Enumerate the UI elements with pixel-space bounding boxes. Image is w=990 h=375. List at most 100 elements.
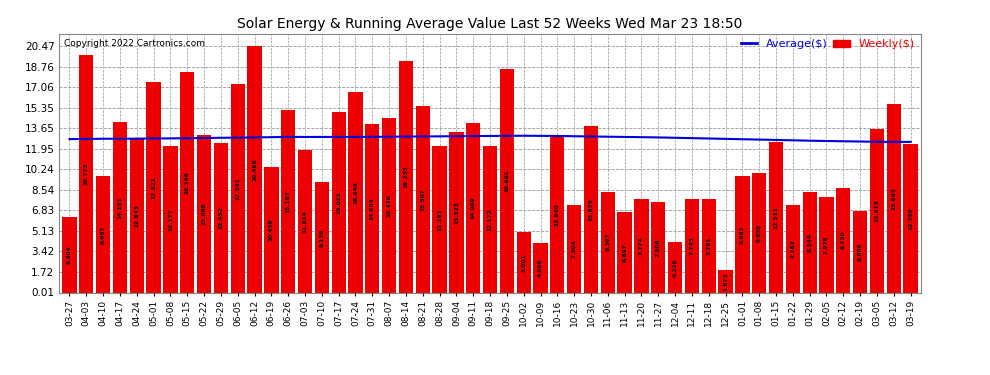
Text: 8.344: 8.344	[807, 233, 812, 252]
Text: 14.181: 14.181	[118, 196, 123, 219]
Bar	[248, 46, 261, 292]
Text: 12.511: 12.511	[773, 206, 778, 229]
Text: 4.226: 4.226	[672, 258, 677, 276]
Bar	[837, 188, 850, 292]
Text: 14.470: 14.470	[387, 194, 392, 217]
Text: 19.772: 19.772	[84, 162, 89, 185]
Bar	[281, 110, 295, 292]
Bar	[567, 205, 581, 292]
Bar	[180, 72, 194, 292]
Text: 5.001: 5.001	[521, 253, 527, 272]
Bar	[500, 69, 514, 292]
Bar	[348, 92, 362, 292]
Bar	[820, 196, 834, 292]
Text: 13.615: 13.615	[874, 199, 879, 222]
Bar	[382, 118, 396, 292]
Bar	[702, 199, 716, 292]
Text: 7.262: 7.262	[790, 240, 795, 258]
Text: 11.814: 11.814	[303, 210, 308, 233]
Text: 12.177: 12.177	[168, 208, 173, 231]
Bar	[618, 212, 632, 292]
Text: 16.646: 16.646	[353, 181, 358, 204]
Text: 9.159: 9.159	[320, 228, 325, 247]
Bar	[264, 167, 278, 292]
Bar	[517, 232, 531, 292]
Text: 10.459: 10.459	[269, 218, 274, 241]
Text: 12.359: 12.359	[908, 207, 913, 230]
Bar	[601, 192, 615, 292]
Text: 9.651: 9.651	[101, 225, 106, 244]
Text: 9.939: 9.939	[756, 224, 761, 242]
Text: 19.235: 19.235	[404, 165, 409, 188]
Bar	[853, 211, 867, 292]
Text: 15.187: 15.187	[286, 190, 291, 213]
Bar	[550, 137, 564, 292]
Text: 17.521: 17.521	[151, 176, 156, 199]
Bar	[466, 123, 480, 292]
Bar	[584, 126, 598, 292]
Bar	[668, 242, 682, 292]
Text: 7.791: 7.791	[706, 236, 711, 255]
Text: 7.506: 7.506	[655, 238, 660, 257]
Text: 13.323: 13.323	[453, 201, 459, 224]
Text: 13.088: 13.088	[202, 202, 207, 225]
Bar	[719, 270, 733, 292]
Text: 18.346: 18.346	[185, 171, 190, 194]
Bar	[332, 112, 346, 292]
Bar	[130, 138, 144, 292]
Text: 18.601: 18.601	[504, 169, 510, 192]
Text: 7.978: 7.978	[824, 235, 829, 254]
Text: 7.304: 7.304	[571, 239, 576, 258]
Text: 6.697: 6.697	[622, 243, 627, 262]
Text: 15.507: 15.507	[421, 188, 426, 211]
Text: 12.940: 12.940	[554, 203, 559, 226]
Bar	[433, 146, 446, 292]
Text: 15.022: 15.022	[337, 191, 342, 213]
Text: 12.452: 12.452	[219, 206, 224, 229]
Text: 1.873: 1.873	[723, 272, 728, 291]
Bar	[214, 143, 228, 292]
Bar	[786, 205, 800, 292]
Text: 7.743: 7.743	[689, 237, 694, 255]
Text: 6.806: 6.806	[857, 242, 862, 261]
Bar	[231, 84, 245, 292]
Text: 14.004: 14.004	[370, 197, 375, 220]
Legend: Average($), Weekly($): Average($), Weekly($)	[737, 35, 920, 54]
Bar	[399, 61, 413, 292]
Bar	[635, 199, 648, 292]
Text: 20.468: 20.468	[252, 158, 257, 181]
Bar	[113, 122, 127, 292]
Text: 12.172: 12.172	[487, 208, 493, 231]
Bar	[534, 243, 547, 292]
Bar	[79, 54, 93, 292]
Bar	[769, 142, 783, 292]
Text: 12.191: 12.191	[437, 208, 443, 231]
Bar	[298, 150, 312, 292]
Bar	[752, 173, 766, 292]
Bar	[163, 146, 177, 292]
Bar	[315, 182, 329, 292]
Text: 8.720: 8.720	[841, 231, 845, 249]
Bar	[449, 132, 463, 292]
Bar	[736, 176, 749, 292]
Bar	[483, 146, 497, 292]
Text: 6.304: 6.304	[67, 245, 72, 264]
Text: 12.843: 12.843	[135, 204, 140, 227]
Bar	[96, 176, 110, 292]
Title: Solar Energy & Running Average Value Last 52 Weeks Wed Mar 23 18:50: Solar Energy & Running Average Value Las…	[238, 17, 742, 31]
Text: 17.341: 17.341	[236, 177, 241, 200]
Bar	[416, 106, 430, 292]
Text: 4.096: 4.096	[538, 259, 544, 277]
Bar	[685, 200, 699, 292]
Bar	[870, 129, 884, 292]
Text: 13.825: 13.825	[588, 198, 593, 221]
Text: 14.069: 14.069	[470, 196, 476, 219]
Bar	[803, 192, 817, 292]
Text: 8.397: 8.397	[605, 233, 610, 251]
Bar	[365, 124, 379, 292]
Bar	[197, 135, 211, 292]
Bar	[887, 104, 901, 292]
Bar	[904, 144, 918, 292]
Text: 7.774: 7.774	[639, 237, 644, 255]
Text: 15.685: 15.685	[891, 187, 896, 210]
